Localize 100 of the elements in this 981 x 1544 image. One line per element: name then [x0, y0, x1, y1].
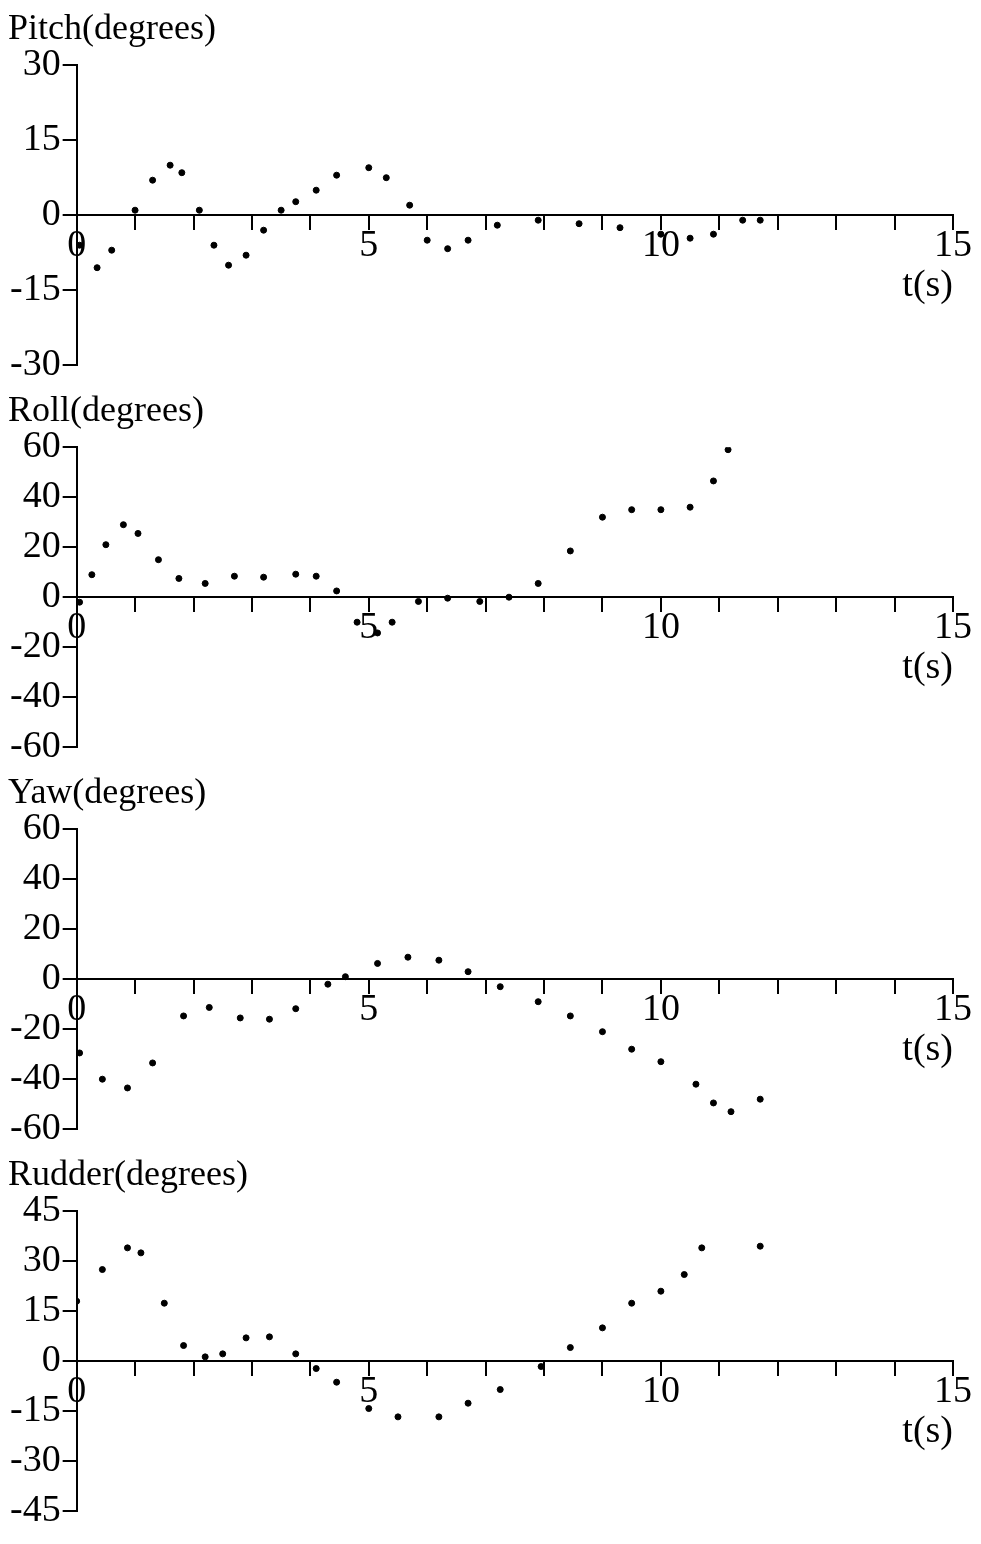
- point: [333, 171, 341, 179]
- point: [657, 1287, 665, 1295]
- point: [137, 1249, 145, 1257]
- point: [108, 246, 116, 254]
- point: [444, 245, 452, 253]
- point: [628, 506, 636, 514]
- point: [102, 541, 110, 549]
- point: [727, 1108, 735, 1116]
- y-tick-label: 30: [22, 1237, 61, 1280]
- x-tick-label: 15: [934, 985, 972, 1028]
- point: [236, 1014, 244, 1022]
- x-tick-label: 15: [934, 603, 972, 646]
- y-tick-label: 20: [22, 523, 61, 566]
- point: [292, 1005, 300, 1013]
- point: [210, 241, 218, 249]
- point: [382, 174, 390, 182]
- x-tick-label: 5: [359, 985, 379, 1028]
- x-tick-label: 15: [934, 1367, 972, 1410]
- point: [406, 201, 414, 209]
- y-tick-label: -15: [10, 266, 61, 309]
- point: [98, 1266, 106, 1274]
- point: [134, 529, 142, 537]
- point: [353, 618, 361, 626]
- point: [365, 164, 373, 172]
- point: [225, 261, 233, 269]
- y-tick-label: -60: [10, 1105, 61, 1148]
- x-axis-title: t(s): [902, 1407, 953, 1451]
- point: [534, 998, 542, 1006]
- y-tick-label: 0: [41, 191, 61, 234]
- point: [709, 230, 717, 238]
- point: [154, 556, 162, 564]
- point: [242, 251, 250, 259]
- point: [341, 973, 349, 981]
- point: [566, 1012, 574, 1020]
- x-tick-label: 5: [359, 1367, 379, 1410]
- point: [178, 169, 186, 177]
- y-tick-label: 15: [22, 1287, 61, 1330]
- point: [292, 570, 300, 578]
- point: [496, 1386, 504, 1394]
- point: [534, 579, 542, 587]
- point: [324, 980, 332, 988]
- point: [160, 1299, 168, 1307]
- y-tick-label: 40: [22, 855, 61, 898]
- point: [265, 1333, 273, 1341]
- point: [493, 221, 501, 229]
- point: [230, 572, 238, 580]
- point: [496, 983, 504, 991]
- x-tick-label: 10: [641, 985, 680, 1028]
- point: [464, 968, 472, 976]
- point: [175, 574, 183, 582]
- point: [312, 1365, 320, 1373]
- point: [195, 206, 203, 214]
- point: [260, 226, 268, 234]
- point: [93, 264, 101, 272]
- y-tick-label: 40: [22, 473, 61, 516]
- y-tick-label: -20: [10, 623, 61, 666]
- point: [444, 594, 452, 602]
- point: [277, 206, 285, 214]
- point: [616, 224, 624, 232]
- point: [205, 1003, 213, 1011]
- point: [260, 573, 268, 581]
- y-tick-label: 0: [41, 573, 61, 616]
- x-axis-title: t(s): [902, 643, 953, 687]
- point: [292, 1350, 300, 1358]
- point: [180, 1342, 188, 1350]
- point: [598, 1028, 606, 1036]
- point: [201, 1353, 209, 1361]
- point: [123, 1244, 131, 1252]
- point: [180, 1012, 188, 1020]
- point: [657, 1058, 665, 1066]
- point: [312, 186, 320, 194]
- point: [598, 1324, 606, 1332]
- point: [265, 1015, 273, 1023]
- x-tick-label: 10: [641, 603, 680, 646]
- x-tick-label: 10: [641, 1367, 680, 1410]
- point: [98, 1075, 106, 1083]
- y-tick-label: 0: [41, 955, 61, 998]
- point: [686, 234, 694, 242]
- point: [575, 220, 583, 228]
- point: [628, 1299, 636, 1307]
- point: [149, 176, 157, 184]
- x-axis-title: t(s): [902, 1025, 953, 1069]
- point: [435, 956, 443, 964]
- point: [374, 959, 382, 967]
- point: [333, 1378, 341, 1386]
- point: [476, 597, 484, 605]
- y-tick-label: -45: [10, 1487, 61, 1530]
- point: [680, 1271, 688, 1279]
- point: [149, 1059, 157, 1067]
- point: [201, 579, 209, 587]
- x-tick-label: 5: [359, 221, 379, 264]
- point: [686, 503, 694, 511]
- x-tick-label: 15: [934, 221, 972, 264]
- y-tick-label: -40: [10, 673, 61, 716]
- point: [404, 953, 412, 961]
- point: [756, 1095, 764, 1103]
- y-tick-label: 0: [41, 1337, 61, 1380]
- point: [423, 236, 431, 244]
- point: [698, 1244, 706, 1252]
- point: [219, 1350, 227, 1358]
